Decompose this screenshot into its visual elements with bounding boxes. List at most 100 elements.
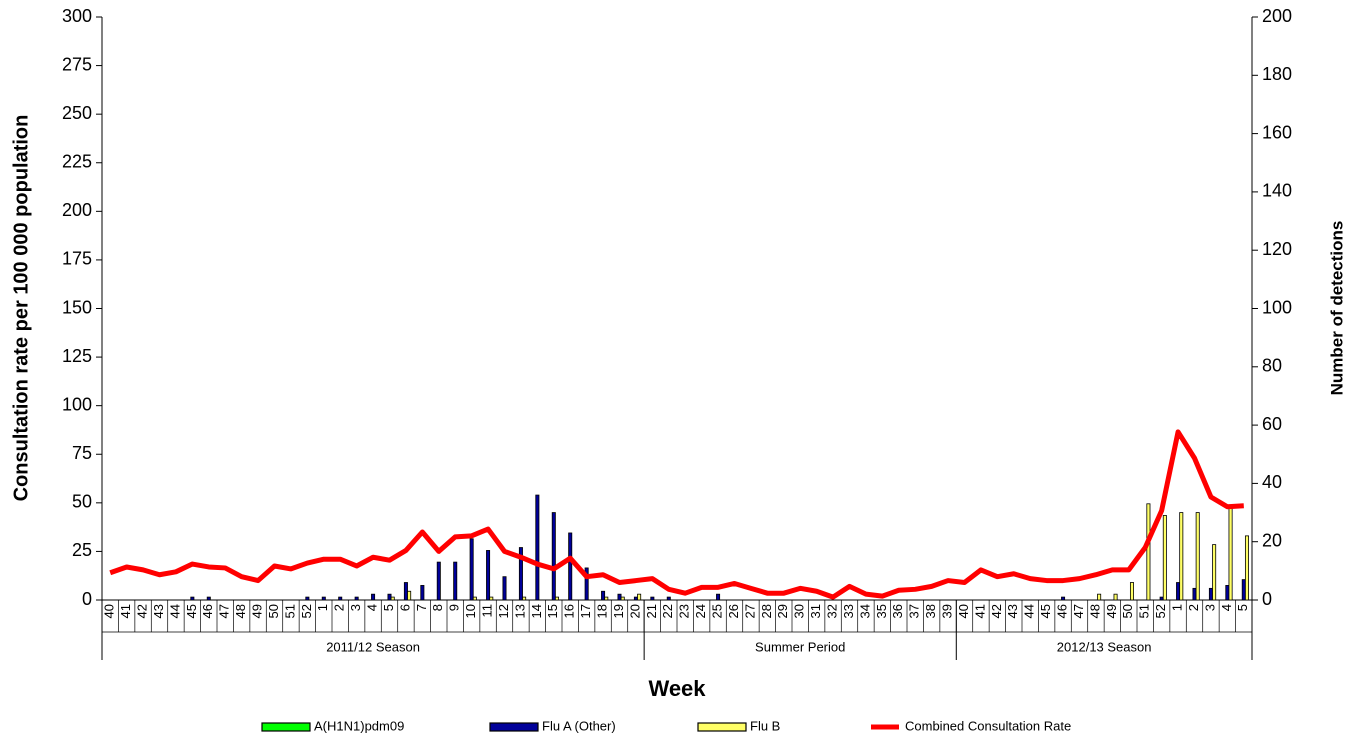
x-tick-label: 4 [1219,604,1234,611]
group-label: 2011/12 Season [326,639,420,654]
x-tick-label: 21 [644,604,659,618]
bar [305,596,310,601]
bar [206,596,211,601]
x-tick-label: 9 [447,604,462,611]
x-tick-label: 43 [1005,604,1020,618]
bar [601,590,606,601]
bar [554,596,559,601]
y2-tick-label: 100 [1262,297,1292,317]
x-tick-label: 10 [463,604,478,618]
bar [486,550,491,601]
bar [190,596,195,601]
bar [620,596,625,601]
x-tick-label: 15 [545,604,560,618]
bar [535,494,540,601]
bar [436,561,441,601]
bar [371,593,376,601]
x-tick-label: 51 [282,604,297,618]
x-tick-label: 18 [595,604,610,618]
bar [518,547,523,601]
x-tick-label: 28 [759,604,774,618]
legend-swatch [489,722,539,732]
x-tick-label: 48 [233,604,248,618]
x-tick-label: 3 [348,604,363,611]
y-tick-label: 150 [62,297,92,317]
x-tick-label: 40 [102,604,117,618]
x-tick-label: 14 [529,604,544,618]
x-tick-label: 1 [1170,604,1185,611]
y-tick-label: 250 [62,103,92,123]
y-tick-label: 200 [62,200,92,220]
x-tick-label: 52 [299,604,314,618]
y2-tick-label: 140 [1262,181,1292,201]
legend-label: Flu A (Other) [542,718,616,733]
legend-swatch [697,722,747,732]
x-tick-label: 37 [907,604,922,618]
legend-label: Flu B [750,718,780,733]
x-tick-label: 17 [578,604,593,618]
bar [390,596,395,601]
x-tick-label: 50 [1120,604,1135,618]
legend-label: Combined Consultation Rate [905,718,1071,733]
x-tick-label: 43 [151,604,166,618]
y-tick-label: 125 [62,346,92,366]
bar [338,596,343,601]
legend-swatch [261,722,311,732]
y-tick-label: 300 [62,6,92,26]
y-tick-label: 175 [62,249,92,269]
group-label: 2012/13 Season [1057,639,1152,654]
x-tick-label: 42 [989,604,1004,618]
x-tick-label: 16 [562,604,577,618]
x-tick-label: 41 [118,604,133,618]
x-tick-label: 51 [1137,604,1152,618]
y2-tick-label: 180 [1262,64,1292,84]
bar [1113,593,1118,601]
x-tick-label: 45 [1038,604,1053,618]
bar [1159,596,1164,601]
x-tick-label: 46 [1055,604,1070,618]
x-tick-label: 24 [693,604,708,618]
bar [650,596,655,601]
bar [1195,512,1200,601]
bar [1129,582,1134,601]
bar [1176,582,1181,601]
bar [1162,515,1167,601]
x-tick-label: 45 [184,604,199,618]
x-tick-label: 32 [825,604,840,618]
legend-label: A(H1N1)pdm09 [314,718,404,733]
x-tick-label: 39 [940,604,955,618]
bar [666,596,671,601]
bar [1061,596,1066,601]
bar [1244,535,1249,601]
bar [502,576,507,601]
x-tick-label: 34 [857,604,872,618]
bar [469,538,474,601]
x-tick-label: 49 [1104,604,1119,618]
x-tick-label: 25 [710,604,725,618]
x-tick-label: 1 [315,604,330,611]
x-tick-label: 7 [414,604,429,611]
x-tick-label: 52 [1153,604,1168,618]
bar [584,567,589,601]
x-tick-label: 48 [1087,604,1102,618]
x-tick-label: 2 [1186,604,1201,611]
bar [1179,512,1184,601]
bar [407,590,412,601]
y-tick-label: 75 [72,443,92,463]
x-tick-label: 44 [167,604,182,618]
x-tick-label: 13 [512,604,527,618]
y2-tick-label: 40 [1262,472,1282,492]
x-tick-label: 50 [266,604,281,618]
x-tick-label: 23 [677,604,692,618]
y-tick-label: 0 [82,589,92,609]
bar [551,512,556,601]
y2-tick-label: 160 [1262,122,1292,142]
x-tick-label: 30 [792,604,807,618]
bar [716,593,721,601]
bar [1208,587,1213,601]
bar [617,593,622,601]
y2-tick-label: 120 [1262,239,1292,259]
x-tick-label: 33 [841,604,856,618]
x-tick-label: 44 [1022,604,1037,618]
y2-tick-label: 20 [1262,530,1282,550]
